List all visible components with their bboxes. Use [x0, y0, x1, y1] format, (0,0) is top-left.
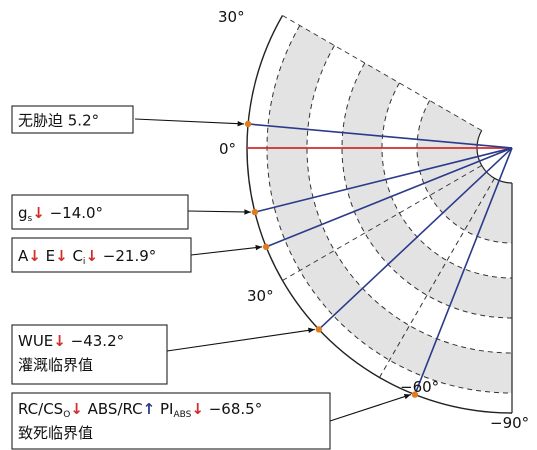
vector-marker-lethal [411, 391, 419, 398]
callout-run-text: −68.5° [204, 400, 262, 418]
angle-tick-label: −60° [400, 378, 439, 396]
callout-run-text: PI [155, 400, 173, 418]
leader-arrowhead-a-e-ci [255, 244, 263, 251]
callout-wue: WUE↓ −43.2° 灌溉临界值 [11, 324, 168, 385]
callout-run-text: −43.2° [66, 332, 124, 350]
dashed-radial [282, 15, 482, 131]
leader-line-lethal [329, 394, 412, 422]
shaded-band [342, 63, 512, 318]
angle-ticks: 30° 0° 30° −60° −90° [218, 8, 529, 432]
inner-hub-arc [476, 130, 513, 184]
callout-run-sub: O [63, 410, 70, 420]
callout-boxes: 无胁迫 5.2°gs↓ −14.0°A↓ E↓ Ci↓ −21.9°WUE↓ −… [11, 105, 331, 450]
vector-line-a-e-ci [265, 147, 513, 248]
vector-line-lethal [414, 147, 513, 395]
shaded-band [266, 25, 512, 393]
callout-leaders [134, 118, 412, 422]
angle-tick-label: 30° [218, 8, 245, 26]
callout-no-stress: 无胁迫 5.2° [11, 105, 134, 134]
outer-arc [246, 15, 513, 414]
callout-run-text: 致死临界值 [18, 424, 93, 442]
callout-text-a-e-ci-0: A↓ E↓ Ci↓ −21.9° [18, 247, 156, 267]
callout-a-e-ci: A↓ E↓ Ci↓ −21.9° [11, 237, 192, 273]
callout-run-text: A [18, 247, 29, 265]
polar-sector [266, 25, 512, 393]
callout-run-text: 无胁迫 5.2° [18, 112, 99, 130]
callout-run-text: C [68, 247, 83, 265]
angle-tick-label: −90° [490, 414, 529, 432]
callout-box-a-e-ci [11, 237, 192, 273]
callout-text-wue-1: 灌溉临界值 [18, 356, 93, 374]
vector-marker-a-e-ci [262, 243, 270, 251]
callout-run-down: ↓ [53, 332, 66, 350]
dashed-ring [416, 100, 513, 244]
vector-line-no-stress [248, 123, 513, 149]
callout-run-up: ↑ [143, 400, 156, 418]
leader-line-wue [166, 328, 315, 352]
callout-text-gs-0: gs↓ −14.0° [18, 204, 103, 224]
callout-run-text: 灌溉临界值 [18, 356, 93, 374]
callout-box-gs [11, 194, 189, 230]
callout-run-sub: s [28, 214, 33, 224]
callout-gs: gs↓ −14.0° [11, 194, 189, 230]
polar-grid [246, 15, 513, 414]
leader-arrowhead-lethal [403, 393, 411, 400]
callout-text-wue-0: WUE↓ −43.2° [18, 332, 124, 350]
vector-marker-no-stress [244, 120, 252, 128]
angle-tick-label: 30° [247, 287, 274, 305]
callout-box-no-stress [11, 105, 134, 134]
callout-run-text: −21.9° [98, 247, 156, 265]
callout-run-text: g [18, 204, 28, 222]
callout-run-text: WUE [18, 332, 53, 350]
callout-run-text: −14.0° [45, 204, 103, 222]
vector-line-wue [318, 147, 513, 330]
callout-text-lethal-0: RC/CSO↓ ABS/RC↑ PIABS↓ −68.5° [18, 400, 262, 420]
leader-line-gs [187, 210, 251, 213]
leader-line-a-e-ci [190, 246, 263, 256]
callout-box-lethal [11, 392, 331, 450]
callout-run-down: ↓ [32, 204, 45, 222]
shaded-band [417, 100, 512, 243]
leader-line-no-stress [134, 118, 245, 125]
callout-run-down: ↓ [191, 400, 204, 418]
callout-run-down: ↓ [28, 247, 41, 265]
dashed-radial [379, 178, 495, 378]
callout-box-wue [11, 324, 168, 385]
vector-line-gs [254, 147, 513, 213]
dashed-radial [282, 165, 482, 281]
callout-text-no-stress-0: 无胁迫 5.2° [18, 112, 99, 130]
leader-arrowhead-gs [244, 209, 251, 215]
stress-vectors [244, 120, 513, 398]
vector-marker-wue [315, 326, 323, 333]
leader-arrowhead-no-stress [237, 120, 245, 127]
callout-run-text: ABS/RC [83, 400, 143, 418]
callout-run-down: ↓ [85, 247, 98, 265]
callout-lethal: RC/CSO↓ ABS/RC↑ PIABS↓ −68.5°致死临界值 [11, 392, 331, 450]
callout-run-down: ↓ [70, 400, 83, 418]
vector-marker-gs [251, 208, 259, 216]
callout-run-text: RC/CS [18, 400, 63, 418]
callout-run-sub: ABS [173, 410, 191, 420]
callout-run-text: E [41, 247, 55, 265]
callout-text-lethal-1: 致死临界值 [18, 424, 93, 442]
dashed-ring [306, 45, 513, 354]
angle-tick-label: 0° [219, 140, 236, 158]
callout-run-down: ↓ [55, 247, 68, 265]
leader-arrowhead-wue [308, 327, 315, 334]
callout-run-sub: i [83, 257, 86, 267]
